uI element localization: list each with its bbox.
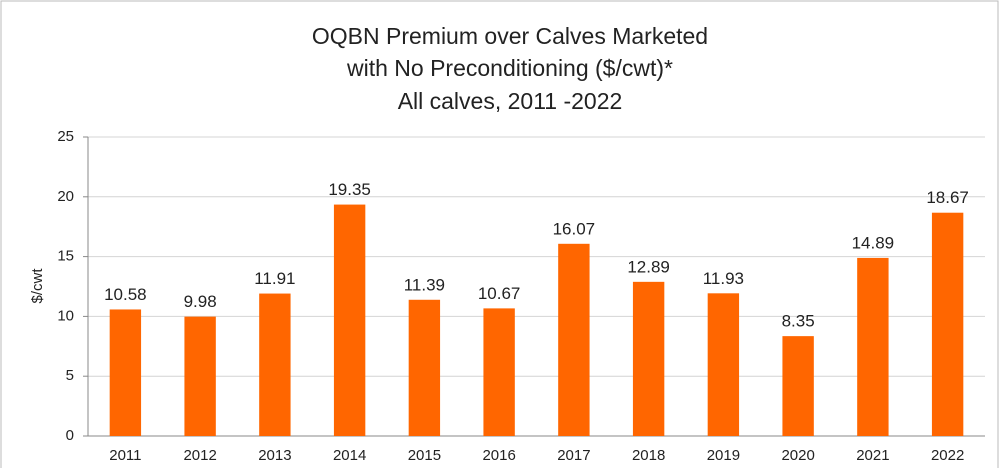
bar bbox=[931, 212, 964, 436]
x-tick-label: 2017 bbox=[557, 447, 590, 464]
bar bbox=[483, 308, 515, 436]
data-label: 8.35 bbox=[782, 312, 815, 331]
x-tick-label: 2018 bbox=[632, 447, 665, 464]
data-label: 11.93 bbox=[703, 269, 744, 288]
bar bbox=[857, 257, 889, 436]
data-label: 9.98 bbox=[184, 292, 217, 311]
bar bbox=[782, 336, 814, 436]
bar bbox=[707, 293, 740, 436]
x-tick-label: 2020 bbox=[781, 447, 814, 464]
data-label: 18.67 bbox=[926, 188, 969, 207]
data-label: 12.89 bbox=[627, 257, 670, 276]
data-label: 14.89 bbox=[852, 233, 895, 252]
x-tick-label: 2021 bbox=[856, 447, 889, 464]
y-tick-label: 5 bbox=[66, 367, 74, 384]
chart-title: All calves, 2011 -2022 bbox=[398, 88, 623, 114]
bar bbox=[408, 299, 441, 436]
bar bbox=[558, 243, 590, 436]
x-tick-label: 2019 bbox=[707, 447, 740, 464]
data-label: 10.67 bbox=[478, 284, 521, 303]
bar bbox=[109, 309, 142, 436]
bar bbox=[184, 316, 216, 436]
y-axis-label: $/cwt bbox=[29, 268, 46, 304]
data-label: 11.91 bbox=[254, 269, 295, 288]
y-tick-label: 25 bbox=[57, 128, 74, 145]
data-label: 16.07 bbox=[553, 219, 596, 238]
bar bbox=[632, 281, 665, 436]
data-label: 19.35 bbox=[328, 180, 371, 199]
x-tick-label: 2015 bbox=[408, 447, 441, 464]
data-label: 10.58 bbox=[104, 285, 147, 304]
chart-title: with No Preconditioning ($/cwt)* bbox=[346, 55, 673, 81]
bar bbox=[259, 293, 291, 436]
y-tick-label: 20 bbox=[57, 188, 74, 205]
y-tick-label: 10 bbox=[57, 307, 74, 324]
data-label: 11.39 bbox=[404, 275, 445, 294]
chart-title: OQBN Premium over Calves Marketed bbox=[312, 23, 708, 49]
x-tick-label: 2012 bbox=[183, 447, 216, 464]
x-tick-label: 2016 bbox=[482, 447, 515, 464]
bar bbox=[333, 204, 366, 436]
x-tick-label: 2014 bbox=[333, 447, 366, 464]
x-tick-label: 2011 bbox=[109, 447, 141, 464]
x-tick-label: 2013 bbox=[258, 447, 291, 464]
y-tick-label: 15 bbox=[57, 248, 74, 265]
x-tick-label: 2022 bbox=[931, 447, 964, 464]
y-tick-label: 0 bbox=[66, 427, 74, 444]
